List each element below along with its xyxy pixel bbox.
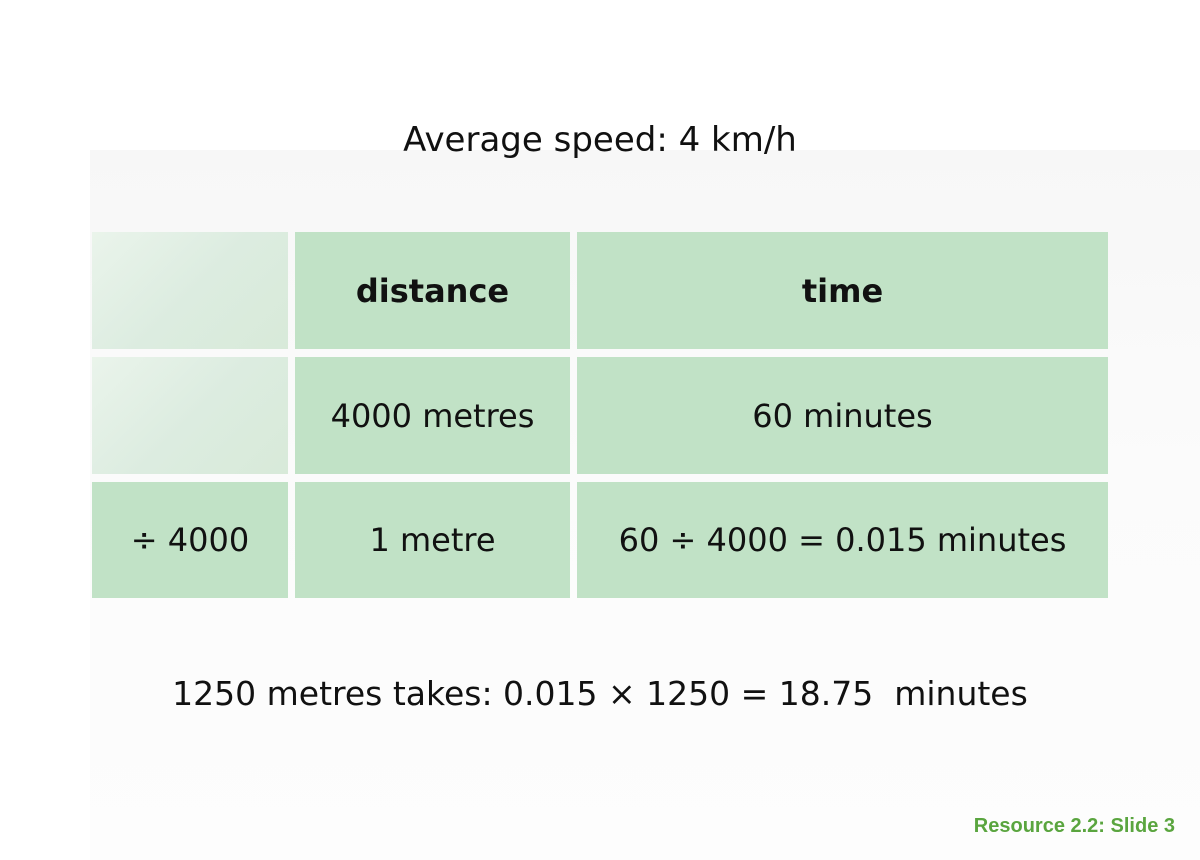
row-1-distance-cell: 4000 metres <box>295 357 570 474</box>
row-1-time-cell: 60 minutes <box>577 357 1108 474</box>
row-2-distance-cell: 1 metre <box>295 482 570 598</box>
slide-title: Average speed: 4 km/h <box>403 120 797 160</box>
row-1-label-cell <box>92 357 288 474</box>
speed-table: distance time 4000 metres 60 minutes ÷ 4… <box>92 232 1108 598</box>
time-header-cell: time <box>577 232 1108 349</box>
table-corner-cell <box>92 232 288 349</box>
result-statement: 1250 metres takes: 0.015 × 1250 = 18.75 … <box>172 674 1028 713</box>
distance-header-cell: distance <box>295 232 570 349</box>
row-2-time-cell: 60 ÷ 4000 = 0.015 minutes <box>577 482 1108 598</box>
resource-label: Resource 2.2: Slide 3 <box>973 815 1175 837</box>
row-2-label-cell: ÷ 4000 <box>92 482 288 598</box>
